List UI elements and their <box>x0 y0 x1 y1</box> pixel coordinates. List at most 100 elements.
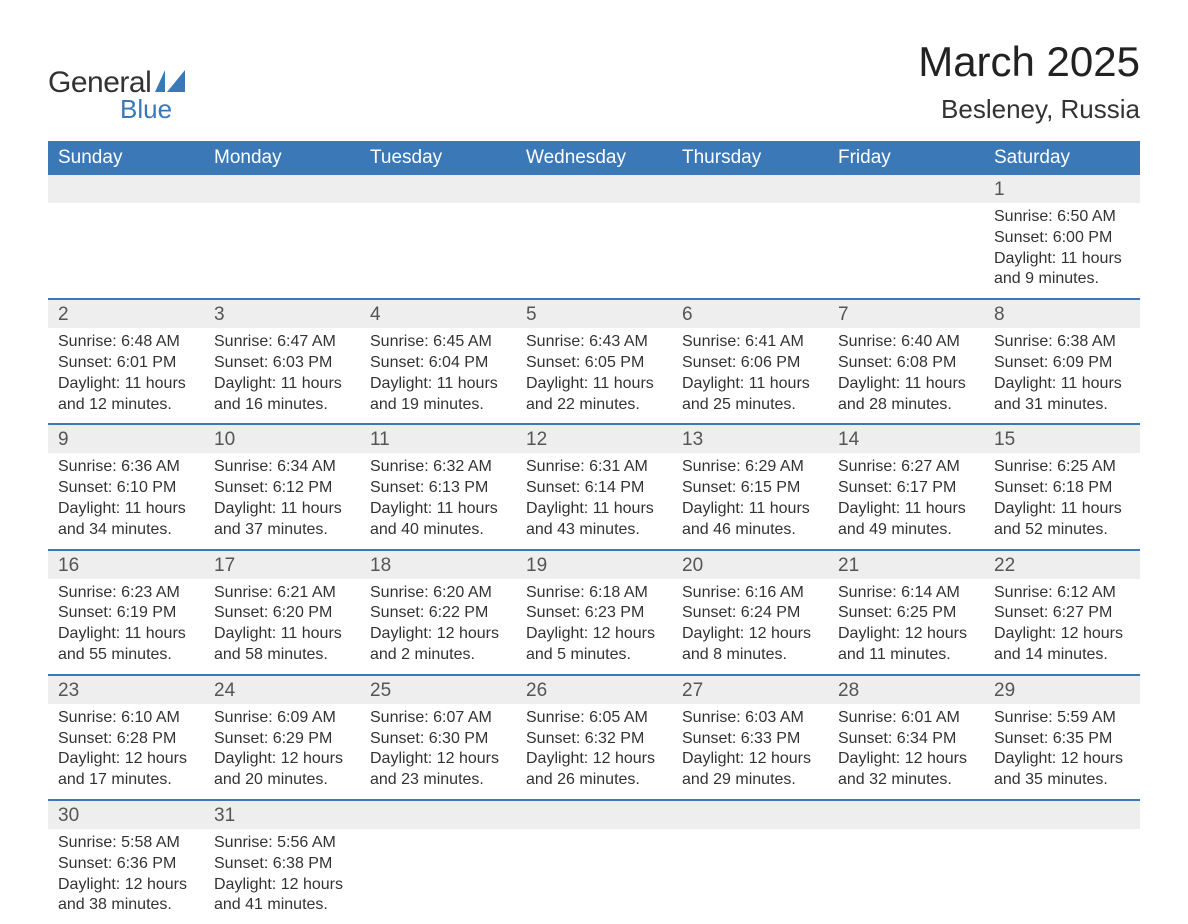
calendar-cell: 16Sunrise: 6:23 AMSunset: 6:19 PMDayligh… <box>48 550 204 675</box>
weekday-header: Saturday <box>984 141 1140 175</box>
calendar-cell <box>516 800 672 924</box>
daylight-line: Daylight: 11 hours and 52 minutes. <box>994 499 1130 541</box>
calendar-cell <box>48 175 204 299</box>
day-number <box>672 175 828 203</box>
sunset-line: Sunset: 6:03 PM <box>214 353 350 374</box>
calendar-week-row: 2Sunrise: 6:48 AMSunset: 6:01 PMDaylight… <box>48 299 1140 424</box>
day-number <box>672 801 828 829</box>
sunset-line: Sunset: 6:35 PM <box>994 729 1130 750</box>
calendar-cell: 14Sunrise: 6:27 AMSunset: 6:17 PMDayligh… <box>828 424 984 549</box>
day-number: 3 <box>204 300 360 328</box>
daylight-line: Daylight: 11 hours and 34 minutes. <box>58 499 194 541</box>
day-data: Sunrise: 6:20 AMSunset: 6:22 PMDaylight:… <box>360 579 516 674</box>
day-number: 30 <box>48 801 204 829</box>
sunset-line: Sunset: 6:28 PM <box>58 729 194 750</box>
sunrise-line: Sunrise: 6:47 AM <box>214 332 350 353</box>
sunrise-line: Sunrise: 6:10 AM <box>58 708 194 729</box>
day-number: 13 <box>672 425 828 453</box>
calendar-cell: 6Sunrise: 6:41 AMSunset: 6:06 PMDaylight… <box>672 299 828 424</box>
daylight-line: Daylight: 11 hours and 43 minutes. <box>526 499 662 541</box>
calendar-cell: 20Sunrise: 6:16 AMSunset: 6:24 PMDayligh… <box>672 550 828 675</box>
sunrise-line: Sunrise: 6:23 AM <box>58 583 194 604</box>
sunset-line: Sunset: 6:00 PM <box>994 228 1130 249</box>
title-block: March 2025 Besleney, Russia <box>918 38 1140 125</box>
sunrise-line: Sunrise: 5:59 AM <box>994 708 1130 729</box>
day-number: 10 <box>204 425 360 453</box>
day-number: 7 <box>828 300 984 328</box>
sunrise-line: Sunrise: 6:36 AM <box>58 457 194 478</box>
calendar-cell: 8Sunrise: 6:38 AMSunset: 6:09 PMDaylight… <box>984 299 1140 424</box>
calendar-cell: 2Sunrise: 6:48 AMSunset: 6:01 PMDaylight… <box>48 299 204 424</box>
daylight-line: Daylight: 11 hours and 46 minutes. <box>682 499 818 541</box>
day-data <box>984 829 1140 899</box>
day-data: Sunrise: 6:48 AMSunset: 6:01 PMDaylight:… <box>48 328 204 423</box>
day-data: Sunrise: 6:34 AMSunset: 6:12 PMDaylight:… <box>204 453 360 548</box>
daylight-line: Daylight: 12 hours and 26 minutes. <box>526 749 662 791</box>
sunset-line: Sunset: 6:10 PM <box>58 478 194 499</box>
sunset-line: Sunset: 6:19 PM <box>58 603 194 624</box>
calendar-week-row: 16Sunrise: 6:23 AMSunset: 6:19 PMDayligh… <box>48 550 1140 675</box>
sunset-line: Sunset: 6:17 PM <box>838 478 974 499</box>
calendar-cell <box>360 175 516 299</box>
day-number: 25 <box>360 676 516 704</box>
day-number: 8 <box>984 300 1140 328</box>
daylight-line: Daylight: 12 hours and 8 minutes. <box>682 624 818 666</box>
sunrise-line: Sunrise: 6:40 AM <box>838 332 974 353</box>
daylight-line: Daylight: 11 hours and 12 minutes. <box>58 374 194 416</box>
daylight-line: Daylight: 11 hours and 31 minutes. <box>994 374 1130 416</box>
calendar-cell: 17Sunrise: 6:21 AMSunset: 6:20 PMDayligh… <box>204 550 360 675</box>
calendar-cell <box>360 800 516 924</box>
sunrise-line: Sunrise: 6:45 AM <box>370 332 506 353</box>
day-data: Sunrise: 6:03 AMSunset: 6:33 PMDaylight:… <box>672 704 828 799</box>
calendar-cell <box>828 175 984 299</box>
sunset-line: Sunset: 6:34 PM <box>838 729 974 750</box>
day-data <box>360 829 516 899</box>
sunrise-line: Sunrise: 6:43 AM <box>526 332 662 353</box>
sunrise-line: Sunrise: 6:07 AM <box>370 708 506 729</box>
day-number: 29 <box>984 676 1140 704</box>
day-data: Sunrise: 6:23 AMSunset: 6:19 PMDaylight:… <box>48 579 204 674</box>
day-number: 31 <box>204 801 360 829</box>
day-data <box>672 829 828 899</box>
calendar-cell: 25Sunrise: 6:07 AMSunset: 6:30 PMDayligh… <box>360 675 516 800</box>
day-data: Sunrise: 6:31 AMSunset: 6:14 PMDaylight:… <box>516 453 672 548</box>
day-number: 22 <box>984 551 1140 579</box>
day-data: Sunrise: 6:32 AMSunset: 6:13 PMDaylight:… <box>360 453 516 548</box>
day-data: Sunrise: 6:43 AMSunset: 6:05 PMDaylight:… <box>516 328 672 423</box>
day-data: Sunrise: 6:05 AMSunset: 6:32 PMDaylight:… <box>516 704 672 799</box>
calendar-cell: 11Sunrise: 6:32 AMSunset: 6:13 PMDayligh… <box>360 424 516 549</box>
calendar-cell: 22Sunrise: 6:12 AMSunset: 6:27 PMDayligh… <box>984 550 1140 675</box>
day-number: 6 <box>672 300 828 328</box>
sunrise-line: Sunrise: 6:50 AM <box>994 207 1130 228</box>
sunrise-line: Sunrise: 6:05 AM <box>526 708 662 729</box>
sunset-line: Sunset: 6:33 PM <box>682 729 818 750</box>
daylight-line: Daylight: 11 hours and 40 minutes. <box>370 499 506 541</box>
day-data <box>672 203 828 273</box>
sunrise-line: Sunrise: 6:03 AM <box>682 708 818 729</box>
calendar-cell <box>672 175 828 299</box>
sunset-line: Sunset: 6:30 PM <box>370 729 506 750</box>
sunrise-line: Sunrise: 6:18 AM <box>526 583 662 604</box>
daylight-line: Daylight: 11 hours and 9 minutes. <box>994 249 1130 291</box>
calendar-table: SundayMondayTuesdayWednesdayThursdayFrid… <box>48 141 1140 924</box>
day-number: 11 <box>360 425 516 453</box>
day-number: 24 <box>204 676 360 704</box>
daylight-line: Daylight: 12 hours and 11 minutes. <box>838 624 974 666</box>
sunrise-line: Sunrise: 6:21 AM <box>214 583 350 604</box>
logo: General Blue <box>48 38 185 125</box>
calendar-week-row: 30Sunrise: 5:58 AMSunset: 6:36 PMDayligh… <box>48 800 1140 924</box>
sunrise-line: Sunrise: 6:20 AM <box>370 583 506 604</box>
sunrise-line: Sunrise: 5:56 AM <box>214 833 350 854</box>
sunset-line: Sunset: 6:36 PM <box>58 854 194 875</box>
sunset-line: Sunset: 6:06 PM <box>682 353 818 374</box>
calendar-cell: 24Sunrise: 6:09 AMSunset: 6:29 PMDayligh… <box>204 675 360 800</box>
calendar-cell: 29Sunrise: 5:59 AMSunset: 6:35 PMDayligh… <box>984 675 1140 800</box>
sunrise-line: Sunrise: 6:14 AM <box>838 583 974 604</box>
calendar-body: 1Sunrise: 6:50 AMSunset: 6:00 PMDaylight… <box>48 175 1140 924</box>
sunrise-line: Sunrise: 6:25 AM <box>994 457 1130 478</box>
sunrise-line: Sunrise: 5:58 AM <box>58 833 194 854</box>
daylight-line: Daylight: 11 hours and 22 minutes. <box>526 374 662 416</box>
calendar-cell: 21Sunrise: 6:14 AMSunset: 6:25 PMDayligh… <box>828 550 984 675</box>
calendar-cell: 10Sunrise: 6:34 AMSunset: 6:12 PMDayligh… <box>204 424 360 549</box>
day-data <box>204 203 360 273</box>
